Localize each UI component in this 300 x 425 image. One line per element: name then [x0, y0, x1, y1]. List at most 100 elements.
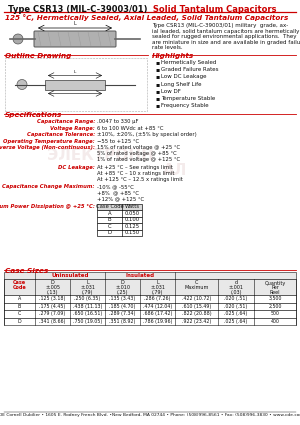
Text: .020 (.51): .020 (.51) — [224, 304, 248, 309]
Text: C: C — [18, 311, 21, 316]
Text: ±.010: ±.010 — [115, 285, 130, 290]
Text: d: d — [234, 280, 238, 286]
Text: ial leaded, solid tantalum capacitors are hermetically: ial leaded, solid tantalum capacitors ar… — [152, 28, 299, 34]
Text: Low DC Leakage: Low DC Leakage — [161, 74, 206, 79]
Text: ▪: ▪ — [155, 67, 159, 72]
Text: Long Shelf Life: Long Shelf Life — [161, 82, 202, 87]
Text: are miniature in size and are available in graded failure: are miniature in size and are available … — [152, 40, 300, 45]
Text: At +125 °C – 12.5 x ratings limit: At +125 °C – 12.5 x ratings limit — [97, 176, 183, 181]
Text: D: D — [107, 230, 112, 235]
Text: B: B — [18, 304, 21, 309]
Text: +8%  @ +85 °C: +8% @ +85 °C — [97, 190, 139, 195]
Text: Operating Temperature Range:: Operating Temperature Range: — [3, 139, 95, 144]
Text: Capacitance Change Maximum:: Capacitance Change Maximum: — [2, 184, 95, 189]
Text: ▪: ▪ — [155, 82, 159, 87]
Text: Code: Code — [13, 285, 26, 290]
Text: rate levels.: rate levels. — [152, 45, 183, 50]
Text: Graded Failure Rates: Graded Failure Rates — [161, 67, 218, 72]
Text: .351 (8.92): .351 (8.92) — [109, 319, 136, 324]
Text: 3,500: 3,500 — [268, 296, 282, 301]
Bar — [5, 58, 147, 111]
Text: .650 (16.51): .650 (16.51) — [73, 311, 102, 316]
Text: Type CSR13 (MIL-C-39003/01): Type CSR13 (MIL-C-39003/01) — [8, 5, 148, 14]
Text: Capacitance Tolerance:: Capacitance Tolerance: — [27, 132, 95, 137]
Text: Quantity: Quantity — [264, 280, 286, 286]
Text: .0047 to 330 μF: .0047 to 330 μF — [97, 119, 139, 124]
Text: Low DF: Low DF — [161, 89, 181, 94]
Bar — [97, 210, 142, 216]
Bar — [97, 223, 142, 230]
Text: ▪: ▪ — [155, 74, 159, 79]
Text: .822 (20.88): .822 (20.88) — [182, 311, 211, 316]
Text: .025 (.64): .025 (.64) — [224, 319, 248, 324]
Text: Maximum: Maximum — [184, 285, 209, 290]
Text: L: L — [74, 21, 76, 26]
Text: 15% of rated voltage @ +25 °C: 15% of rated voltage @ +25 °C — [97, 145, 180, 150]
Text: A: A — [108, 211, 111, 216]
Text: ▪: ▪ — [155, 89, 159, 94]
Text: Solid Tantalum Capacitors: Solid Tantalum Capacitors — [150, 5, 277, 14]
Bar — [4, 310, 296, 317]
Text: .250 (6.35): .250 (6.35) — [74, 296, 101, 301]
Text: ±.001: ±.001 — [229, 285, 244, 290]
Bar — [97, 204, 142, 210]
Text: .422 (10.72): .422 (10.72) — [182, 296, 211, 301]
Bar — [97, 216, 142, 223]
Text: .135 (3.43): .135 (3.43) — [110, 296, 136, 301]
Text: L: L — [156, 280, 159, 286]
Text: C: C — [195, 280, 198, 286]
Text: .175 (4.45): .175 (4.45) — [39, 304, 66, 309]
Text: .750 (19.05): .750 (19.05) — [73, 319, 102, 324]
Text: −55 to +125 °C: −55 to +125 °C — [97, 139, 139, 144]
Bar — [4, 272, 296, 279]
Text: Reel: Reel — [270, 290, 280, 295]
Text: ▪: ▪ — [155, 103, 159, 108]
Bar — [97, 230, 142, 236]
Text: ±10%, ±20%, (±5% by special order): ±10%, ±20%, (±5% by special order) — [97, 132, 197, 137]
Text: Insulated: Insulated — [125, 273, 154, 278]
Text: Temperature Stable: Temperature Stable — [161, 96, 215, 101]
FancyBboxPatch shape — [34, 31, 116, 47]
Text: 6 to 100 WVdc at +85 °C: 6 to 100 WVdc at +85 °C — [97, 125, 164, 130]
Text: 125 °C, Hermetically Sealed, Axial Leaded, Solid Tantalum Capacitors: 125 °C, Hermetically Sealed, Axial Leade… — [5, 14, 288, 21]
Text: Case: Case — [13, 280, 26, 286]
Text: (.03): (.03) — [230, 290, 242, 295]
Text: (.25): (.25) — [117, 290, 128, 295]
Text: 0.050: 0.050 — [124, 211, 140, 216]
Text: L: L — [86, 280, 89, 286]
Text: 0.150: 0.150 — [124, 230, 140, 235]
Text: .125 (3.18): .125 (3.18) — [39, 296, 66, 301]
Text: Maximum Power Dissipation @ +25 °C:: Maximum Power Dissipation @ +25 °C: — [0, 204, 95, 209]
Text: Reverse Voltage (Non-continuous):: Reverse Voltage (Non-continuous): — [0, 145, 95, 150]
Text: .289 (7.34): .289 (7.34) — [109, 311, 136, 316]
Text: .025 (.64): .025 (.64) — [224, 311, 248, 316]
Text: Uninsulated: Uninsulated — [51, 273, 89, 278]
Text: ±.005: ±.005 — [45, 285, 60, 290]
Text: Voltage Range:: Voltage Range: — [50, 125, 95, 130]
Text: .020 (.51): .020 (.51) — [224, 296, 248, 301]
Text: ±.031: ±.031 — [150, 285, 165, 290]
Circle shape — [17, 79, 27, 90]
Text: ▪: ▪ — [155, 96, 159, 101]
Text: Case Code: Case Code — [96, 204, 123, 209]
Text: .474 (12.04): .474 (12.04) — [143, 304, 172, 309]
Bar — [4, 303, 296, 310]
Text: Watts: Watts — [124, 204, 140, 209]
Text: .286 (7.26): .286 (7.26) — [144, 296, 171, 301]
Text: .438 (11.13): .438 (11.13) — [73, 304, 102, 309]
Text: ▪: ▪ — [155, 60, 159, 65]
Text: 5% of rated voltage @ +85 °C: 5% of rated voltage @ +85 °C — [97, 151, 177, 156]
Text: ЭЛЕКТРОНН: ЭЛЕКТРОНН — [46, 147, 153, 162]
Text: .922 (23.42): .922 (23.42) — [182, 319, 211, 324]
Text: Type CSR13 (MIL-C-39003/01) military  grade, ax-: Type CSR13 (MIL-C-39003/01) military gra… — [152, 23, 288, 28]
Text: D: D — [121, 280, 124, 286]
Text: +12% @ +125 °C: +12% @ +125 °C — [97, 196, 144, 201]
Text: D: D — [18, 319, 21, 324]
Text: (.13): (.13) — [47, 290, 58, 295]
Text: .786 (19.96): .786 (19.96) — [143, 319, 172, 324]
Text: (.79): (.79) — [152, 290, 163, 295]
Text: D: D — [51, 280, 54, 286]
Text: .185 (4.70): .185 (4.70) — [109, 304, 136, 309]
Text: .686 (17.42): .686 (17.42) — [143, 311, 172, 316]
Text: C: C — [108, 224, 111, 229]
